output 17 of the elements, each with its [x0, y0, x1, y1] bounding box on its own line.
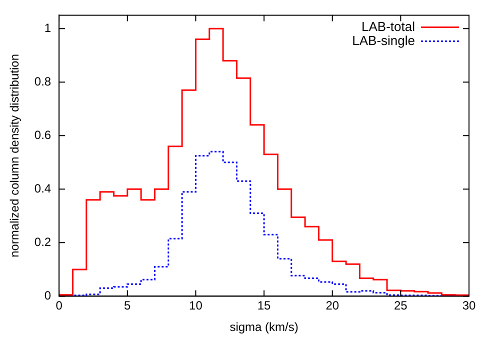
legend-label: LAB-single — [352, 32, 415, 48]
x-tick-label: 30 — [462, 298, 476, 313]
x-axis-title: sigma (km/s) — [230, 320, 298, 334]
y-tick-label: 0.4 — [34, 181, 52, 196]
y-tick-label: 0.6 — [34, 128, 52, 142]
legend-label: LAB-total — [362, 18, 416, 34]
x-tick-label: 0 — [56, 298, 63, 313]
y-axis-title: normalized column density distribution — [8, 54, 22, 258]
y-tick-label: 0 — [44, 288, 52, 303]
x-tick-label: 15 — [257, 298, 272, 313]
x-tick-label: 5 — [124, 298, 132, 313]
x-tick-label: 20 — [326, 298, 340, 313]
y-tick-label: 0.2 — [34, 234, 52, 249]
y-tick-label: 0.8 — [34, 74, 52, 88]
x-tick-label: 10 — [189, 298, 203, 313]
x-tick-label: 25 — [394, 298, 408, 313]
y-tick-label: 1 — [44, 20, 52, 35]
